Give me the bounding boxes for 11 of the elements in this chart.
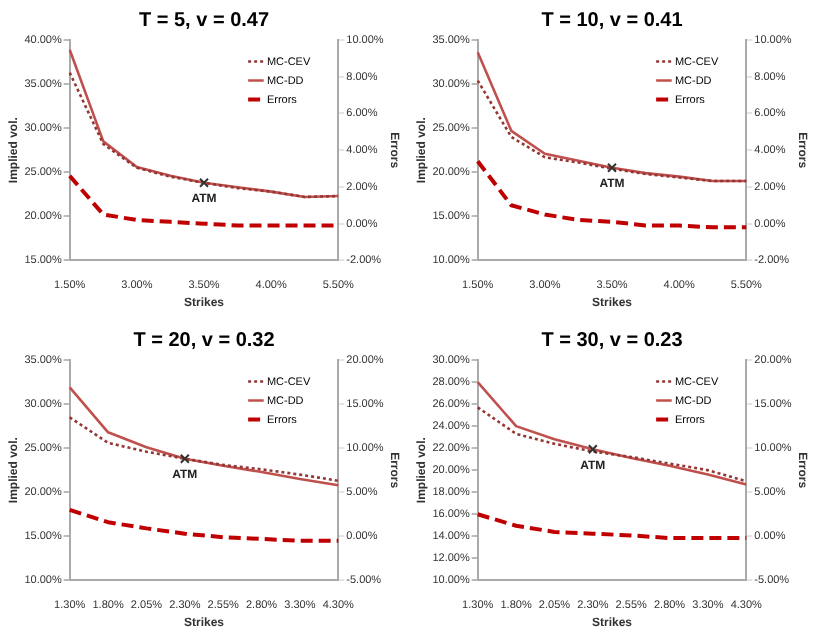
line-series [475,512,749,541]
chart-title: T = 20, v = 0.32 [133,329,276,352]
line-series [67,507,341,543]
line-series [476,79,748,183]
chart-title: T = 30, v = 0.23 [541,329,684,352]
line-series [68,71,340,199]
line-series [68,416,340,483]
chart-title: T = 5, v = 0.47 [138,9,270,32]
line-series [475,159,749,230]
chart-title: T = 10, v = 0.41 [541,9,684,32]
line-series [476,406,748,483]
